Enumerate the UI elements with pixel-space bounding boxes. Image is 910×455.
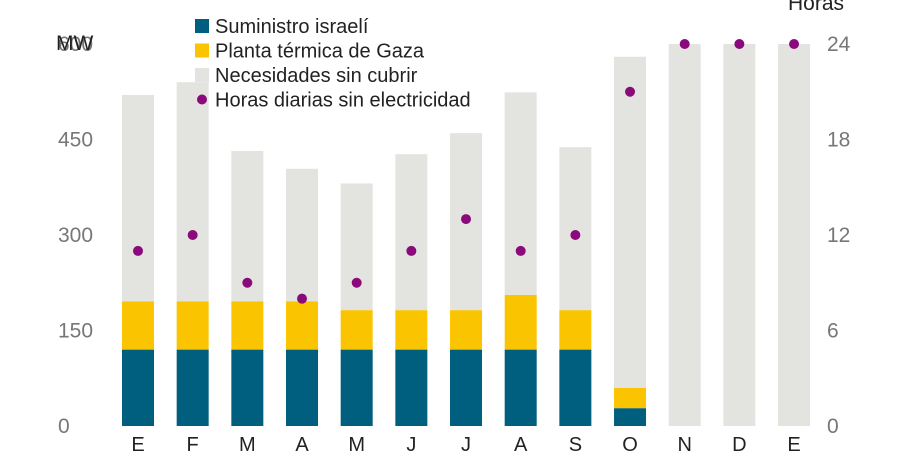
bar-segment-unmet-needs-5 <box>395 154 428 311</box>
bar-segment-gaza-plant-6 <box>450 310 483 350</box>
bar-segment-unmet-needs-8 <box>559 147 592 311</box>
bar-segment-gaza-plant-3 <box>286 301 319 350</box>
x-tick-label: O <box>622 434 638 455</box>
bars-layer <box>122 44 811 426</box>
bar-segment-israeli-supply-6 <box>450 349 483 426</box>
legend-swatch <box>195 43 209 58</box>
bar-segment-gaza-plant-9 <box>614 387 647 409</box>
legend-label: Horas diarias sin electricidad <box>215 90 471 112</box>
x-tick-label: J <box>406 434 416 455</box>
x-tick-label: N <box>677 434 691 455</box>
bar-segment-gaza-plant-5 <box>395 310 428 350</box>
bar-segment-unmet-needs-10 <box>668 44 701 426</box>
bar-segment-israeli-supply-9 <box>614 408 647 426</box>
bar-segment-unmet-needs-0 <box>122 94 154 302</box>
legend-dot <box>197 94 207 105</box>
right-axis-title: Horas <box>788 0 844 15</box>
right-tick-label: 0 <box>827 415 839 438</box>
right-tick-label: 18 <box>827 129 850 152</box>
bar-segment-israeli-supply-1 <box>176 349 209 426</box>
left-tick-label: 150 <box>58 320 93 343</box>
bar-segment-gaza-plant-0 <box>122 301 154 350</box>
hours-point <box>187 230 198 240</box>
legend-swatch <box>195 68 209 82</box>
x-tick-label: M <box>239 434 256 455</box>
hours-points-layer <box>133 39 800 304</box>
bar-segment-israeli-supply-0 <box>122 349 154 426</box>
hours-point <box>570 230 581 240</box>
bar-segment-gaza-plant-2 <box>231 301 264 350</box>
x-tick-label: E <box>787 434 800 455</box>
bar-segment-israeli-supply-3 <box>286 349 319 426</box>
right-tick-label: 24 <box>827 33 851 56</box>
legend: Suministro israelí Planta térmica de Gaza… <box>195 16 471 112</box>
bar-segment-unmet-needs-3 <box>286 168 319 302</box>
legend-label: Suministro israelí <box>215 16 369 38</box>
hours-point <box>351 277 362 288</box>
hours-point <box>242 277 253 288</box>
right-tick-label: 6 <box>827 320 839 343</box>
right-tick-label: 12 <box>827 224 850 247</box>
left-axis-title: MW <box>56 32 93 55</box>
left-tick-label: 300 <box>58 224 93 247</box>
x-tick-label: S <box>569 434 582 455</box>
hours-point <box>734 39 745 49</box>
legend-label: Necesidades sin cubrir <box>215 65 418 87</box>
x-tick-label: D <box>732 434 746 455</box>
bar-segment-israeli-supply-2 <box>231 349 264 426</box>
right-axis-ticks: 0 6 12 18 24 <box>827 33 851 438</box>
legend-swatch <box>195 19 209 33</box>
legend-label: Planta térmica de Gaza <box>215 41 425 63</box>
left-tick-label: 600 <box>58 33 93 56</box>
hours-point <box>679 39 690 49</box>
x-tick-label: F <box>187 434 199 455</box>
left-tick-label: 450 <box>58 129 93 152</box>
hours-point <box>461 214 472 225</box>
bar-segment-unmet-needs-4 <box>340 183 373 311</box>
bar-segment-unmet-needs-1 <box>176 82 209 302</box>
bar-segment-israeli-supply-7 <box>504 349 537 426</box>
hours-point <box>133 245 143 256</box>
x-tick-label: M <box>348 434 365 455</box>
bar-segment-unmet-needs-12 <box>778 44 811 426</box>
hours-point <box>297 293 308 304</box>
hours-point <box>789 39 800 49</box>
hours-point <box>515 245 526 256</box>
bar-segment-gaza-plant-8 <box>559 310 592 350</box>
bar-segment-unmet-needs-9 <box>614 56 647 388</box>
bar-segment-unmet-needs-2 <box>231 150 264 302</box>
bar-segment-israeli-supply-5 <box>395 349 428 426</box>
bar-segment-israeli-supply-4 <box>340 349 373 426</box>
x-tick-label: E <box>131 434 144 455</box>
bar-segment-unmet-needs-7 <box>504 92 537 295</box>
hours-point <box>406 245 417 256</box>
bar-segment-gaza-plant-4 <box>340 310 373 350</box>
x-tick-label: J <box>461 434 471 455</box>
left-axis-ticks: 0 150 300 450 600 <box>58 33 93 438</box>
bar-segment-gaza-plant-7 <box>504 294 537 350</box>
bar-segment-unmet-needs-11 <box>723 44 756 426</box>
hours-point <box>625 86 636 97</box>
x-tick-label: A <box>514 434 528 455</box>
bar-segment-israeli-supply-8 <box>559 349 592 426</box>
bar-segment-gaza-plant-1 <box>176 301 209 350</box>
left-tick-label: 0 <box>58 415 70 438</box>
x-tick-label: A <box>295 434 309 455</box>
